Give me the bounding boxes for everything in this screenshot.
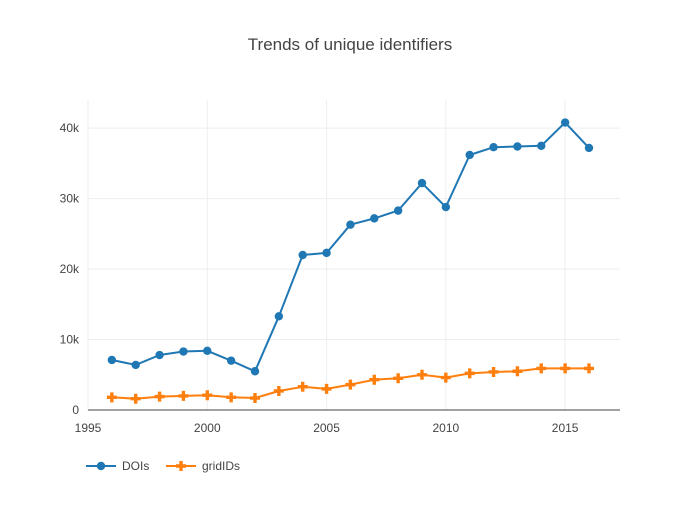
data-point [560, 363, 571, 374]
y-tick-label: 30k [60, 192, 80, 206]
data-point [274, 312, 284, 321]
data-point [178, 390, 189, 401]
data-point [440, 372, 451, 383]
data-point [131, 360, 140, 370]
series-gridids [106, 363, 594, 404]
y-tick-label: 10k [60, 333, 80, 347]
data-point [488, 366, 499, 377]
data-point [273, 385, 284, 396]
data-point [536, 363, 547, 374]
data-point [107, 355, 117, 365]
data-point [155, 350, 164, 360]
data-point [249, 393, 260, 404]
x-tick-label: 2015 [552, 421, 579, 435]
series-dois [107, 118, 594, 376]
data-point [513, 142, 522, 151]
data-point [464, 368, 475, 379]
data-point [322, 248, 331, 258]
grid-lines [87, 100, 620, 410]
data-point [250, 367, 260, 376]
y-tick-label: 20k [60, 262, 80, 276]
data-point [416, 369, 427, 380]
data-point [369, 374, 380, 385]
axes: 1995 2000 2005 2010 2015 0 10k 20k 30k 40k [60, 121, 620, 435]
data-point [560, 118, 570, 127]
data-point [202, 390, 213, 401]
data-point [583, 363, 594, 374]
data-point [584, 143, 594, 153]
data-point [393, 373, 404, 384]
data-point [226, 392, 237, 403]
data-point [441, 202, 451, 212]
data-point [298, 250, 307, 260]
x-tick-label: 2010 [432, 421, 459, 435]
x-tick-label: 2005 [313, 421, 340, 435]
data-point [345, 379, 356, 390]
legend-item-gridids[interactable]: gridIDs [166, 459, 240, 473]
y-tick-label: 40k [60, 121, 80, 135]
y-tick-label: 0 [72, 403, 79, 417]
data-point [417, 178, 427, 188]
x-tick-label: 2000 [194, 421, 221, 435]
x-tick-label: 1995 [75, 421, 102, 435]
legend-label: gridIDs [202, 459, 240, 473]
data-point [321, 383, 332, 394]
data-point [346, 220, 355, 229]
data-point [203, 346, 212, 356]
data-point [226, 356, 236, 365]
data-point [297, 381, 308, 392]
legend-circle-marker [96, 461, 106, 471]
series-layer [106, 118, 594, 404]
data-point [130, 393, 141, 404]
data-point [393, 206, 403, 215]
data-point [370, 214, 379, 223]
legend-cross-marker [176, 461, 186, 471]
data-point [154, 391, 165, 402]
data-point [106, 392, 117, 403]
legend-label: DOIs [122, 459, 149, 473]
legend-item-dois[interactable]: DOIs [86, 459, 149, 473]
data-point [512, 366, 523, 377]
data-point [465, 150, 474, 160]
data-point [179, 347, 188, 356]
data-point [489, 143, 498, 152]
legend[interactable]: DOIs gridIDs [86, 459, 240, 473]
chart-title: Trends of unique identifiers [248, 35, 452, 54]
data-point [537, 141, 546, 150]
